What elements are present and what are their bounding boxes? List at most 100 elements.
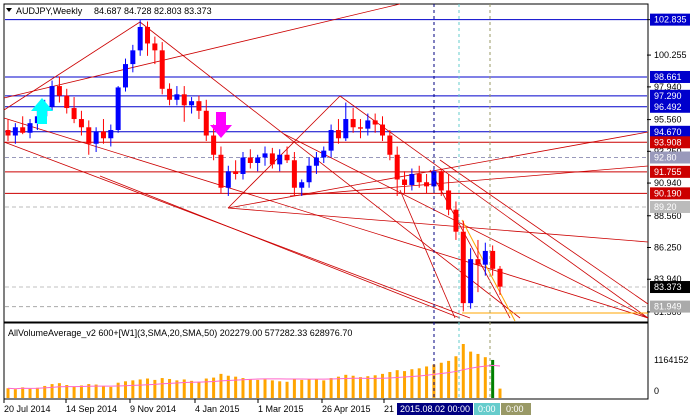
volume-bar [35,387,39,398]
price-level-box [650,187,690,200]
trendline [429,169,511,319]
volume-axis: 1164152 0 [654,355,688,396]
candle-body [255,157,261,163]
volume-bar [116,382,120,398]
candle-body [211,135,217,155]
time-tick-label: 20 Jul 2014 [4,404,51,414]
indicator-label: AllVolumeAverage_v2 600+[W1](3,SMA,20,SM… [8,328,352,338]
candle-body [49,86,55,107]
volume-bar [476,353,480,398]
volume-bar [241,378,245,398]
cursor-time-label-2: 0:00 [478,404,496,414]
trendline [99,175,461,319]
candle-body [20,127,26,133]
volume-bar [425,366,429,398]
volume-bar [351,375,355,398]
candle-body [365,120,371,129]
price-level-label: 91.755 [654,167,682,177]
candle-body [387,135,393,155]
candle-body [269,153,275,165]
volume-tick-label: 0 [654,386,659,396]
candle-body [108,130,114,139]
price-level-box [650,89,690,102]
sell-arrow-icon [210,112,232,138]
time-tick-label: 26 Apr 2015 [322,404,371,414]
candle-body [189,101,195,106]
price-tick-label: 97.940 [654,82,682,92]
volume-bar [13,389,17,398]
candle-body [196,101,202,111]
candle-body [145,26,151,44]
price-level-box [650,100,690,113]
volume-bar [168,378,172,398]
volume-average-line [7,364,501,390]
price-level-box [650,300,690,313]
trendline [139,21,521,319]
volume-bar [57,383,61,398]
price-level-label: 89.20 [654,202,677,212]
candle-body [299,182,305,188]
cursor-time-label-3: 0:00 [506,404,524,414]
trendline [3,3,401,99]
candle-body [86,127,92,144]
candle-body [475,259,481,265]
volume-bar [373,375,377,398]
volume-bar [270,380,274,398]
volume-bar [197,381,201,398]
trendline [3,117,649,319]
candle-body [5,130,11,136]
candle-body [247,157,253,163]
candle-body [115,87,121,131]
volume-bar [410,369,414,398]
volume-bar [300,379,304,398]
time-tick-label: 14 Sep 2014 [66,404,117,414]
price-level-box [650,125,690,138]
price-level-box [650,281,690,294]
volume-bar [417,368,421,398]
volume-bar [454,356,458,398]
candle-body [335,130,341,139]
price-tick-label: 86.250 [654,242,682,252]
price-tick-label: 83.940 [654,274,682,284]
volume-bar [278,381,282,398]
candlesticks [5,20,503,312]
main-chart-frame [3,3,649,323]
ohlc-readout: 84.687 84.728 82.803 83.373 [94,6,212,16]
trendline [283,133,649,319]
candle-body [152,43,158,51]
trendline [339,95,649,319]
candle-body [284,154,290,161]
candle-body [350,119,356,128]
volume-bar [329,378,333,398]
price-level-label: 90.190 [654,188,682,198]
price-level-box [650,70,690,83]
price-level-box [650,165,690,178]
candle-body [159,50,165,89]
candle-body [100,131,106,139]
volume-bar [21,387,25,398]
volume-bar [314,378,318,398]
volume-bar [182,379,186,398]
cursor-time-label: 2015.08.02 00:00 [400,404,470,414]
candle-body [482,250,488,265]
price-tick-label: 100.255 [654,50,687,60]
volume-bar [439,362,443,398]
candle-body [181,94,187,106]
volume-bar [138,379,142,398]
volume-bar [175,380,179,398]
volume-bar [381,373,385,398]
candle-body [262,153,268,158]
volume-bar [109,386,113,398]
candle-body [357,127,363,129]
price-level-label: 97.290 [654,91,682,101]
time-axis: 20 Jul 2014 14 Sep 2014 9 Nov 2014 4 Jan 20… [3,399,394,414]
volume-bar [461,344,465,398]
volume-bar [72,386,76,398]
price-level-label: 94.670 [654,127,682,137]
volume-bar [50,384,54,398]
dropdown-triangle-icon[interactable] [6,8,12,12]
price-level-label: 98.661 [654,72,682,82]
trendline [227,207,649,243]
candle-body [78,119,84,128]
